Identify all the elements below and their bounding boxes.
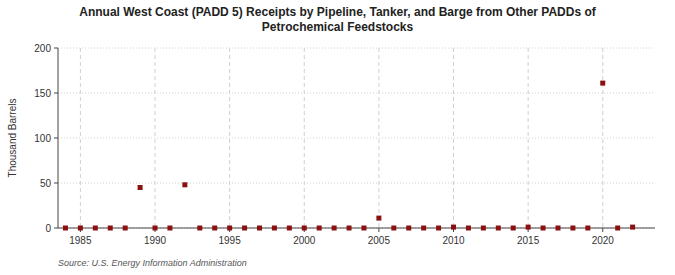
data-point (212, 226, 217, 231)
data-point (615, 226, 620, 231)
x-tick-label: 2000 (293, 235, 316, 246)
x-grid-line (304, 48, 305, 228)
data-point (108, 226, 113, 231)
y-grid-line (58, 93, 655, 94)
x-grid-line (453, 48, 454, 228)
y-tick (54, 48, 58, 49)
data-point (361, 226, 366, 231)
x-tick (602, 228, 603, 232)
y-tick-label: 100 (34, 133, 51, 144)
y-tick (54, 93, 58, 94)
chart-title-line: Annual West Coast (PADD 5) Receipts by P… (79, 5, 597, 19)
data-point (555, 226, 560, 231)
x-tick-label: 2015 (517, 235, 540, 246)
x-tick-label: 2010 (442, 235, 465, 246)
chart-svg: Annual West Coast (PADD 5) Receipts by P… (0, 0, 675, 275)
ticks: 0 50 100 150 200 1985 1990 1995 2000 2005 2010 2015… (34, 43, 614, 247)
y-tick (54, 228, 58, 229)
x-grid-line (378, 48, 379, 228)
data-point (526, 225, 531, 230)
y-grid-line (58, 183, 655, 184)
y-grid-line (58, 228, 655, 229)
data-point (406, 226, 411, 231)
x-grid-line (80, 48, 81, 228)
data-point (451, 225, 456, 230)
y-tick-label: 200 (34, 43, 51, 54)
data-point (421, 226, 426, 231)
y-axis-label: Thousand Barrels (7, 99, 18, 178)
data-point (511, 226, 516, 231)
x-axis-line (58, 228, 655, 229)
x-tick-label: 2005 (368, 235, 391, 246)
data-point (182, 182, 187, 187)
data-point (123, 226, 128, 231)
data-point (78, 226, 83, 231)
x-tick-label: 1985 (69, 235, 92, 246)
data-point (570, 226, 575, 231)
y-tick (54, 138, 58, 139)
y-tick-label: 50 (40, 178, 52, 189)
y-tick-label: 150 (34, 88, 51, 99)
data-point (302, 226, 307, 231)
x-grid-line (528, 48, 529, 228)
x-grid-line (155, 48, 156, 228)
x-grid-line (229, 48, 230, 228)
data-point (138, 185, 143, 190)
data-point (391, 226, 396, 231)
data-point (63, 226, 68, 231)
data-point (227, 226, 232, 231)
data-point (436, 226, 441, 231)
chart-container: Annual West Coast (PADD 5) Receipts by P… (0, 0, 675, 275)
source-note: Source: U.S. Energy Information Administ… (58, 258, 247, 268)
data-point (481, 226, 486, 231)
data-point (93, 226, 98, 231)
x-tick-label: 1995 (219, 235, 242, 246)
data-point (496, 226, 501, 231)
data-point (600, 81, 605, 86)
data-point (541, 226, 546, 231)
x-grid-line (602, 48, 603, 228)
data-point (630, 225, 635, 230)
data-point (242, 226, 247, 231)
y-tick (54, 183, 58, 184)
x-tick (378, 228, 379, 232)
chart-title-line: Petrochemical Feedstocks (262, 20, 414, 34)
x-tick-label: 1990 (144, 235, 167, 246)
points (63, 81, 635, 231)
chart-title: Annual West Coast (PADD 5) Receipts by P… (79, 5, 597, 34)
data-point (466, 226, 471, 231)
data-point (167, 226, 172, 231)
data-point (257, 226, 262, 231)
x-tick-label: 2020 (592, 235, 615, 246)
data-point (287, 226, 292, 231)
grid (58, 48, 655, 228)
data-point (585, 226, 590, 231)
y-grid-line (58, 48, 655, 49)
data-point (376, 216, 381, 221)
y-grid-line (58, 138, 655, 139)
data-point (153, 226, 158, 231)
y-tick-label: 0 (45, 223, 51, 234)
data-point (347, 226, 352, 231)
data-point (332, 226, 337, 231)
data-point (197, 226, 202, 231)
data-point (317, 226, 322, 231)
data-point (272, 226, 277, 231)
